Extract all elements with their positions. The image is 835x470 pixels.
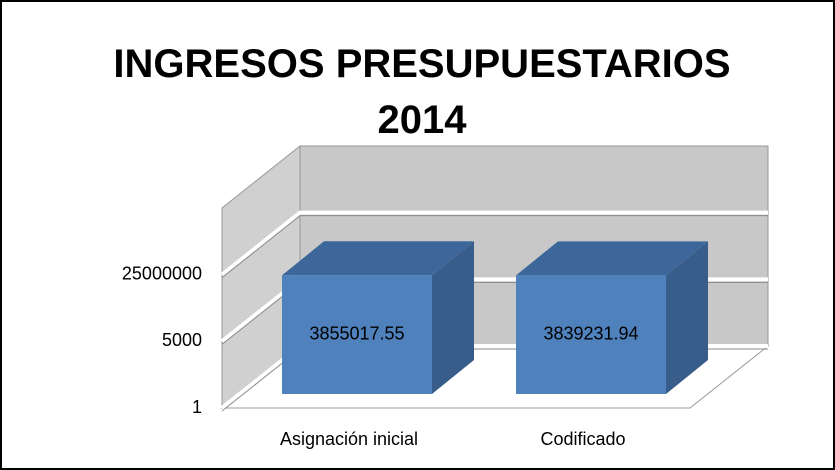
x-tick-label: Codificado [540,429,625,449]
data-label: 3855017.55 [309,323,404,343]
grid-line [220,210,768,277]
bar-front [516,275,666,394]
bar-side [432,241,474,394]
bar-top [516,241,708,276]
bar-top [282,241,474,276]
data-label: 3839231.94 [543,323,638,343]
bar-front [282,275,432,394]
grid-line [221,215,768,279]
bar-side [666,241,708,394]
y-tick-label: 1 [192,397,202,417]
bar [516,241,708,394]
x-tick-label: Asignación inicial [280,429,418,449]
bar [282,241,474,394]
y-tick-label: 25000000 [122,263,202,283]
chart-title: INGRESOS PRESUPUESTARIOS 2014 [113,42,731,142]
y-tick-label: 5000 [162,330,202,350]
